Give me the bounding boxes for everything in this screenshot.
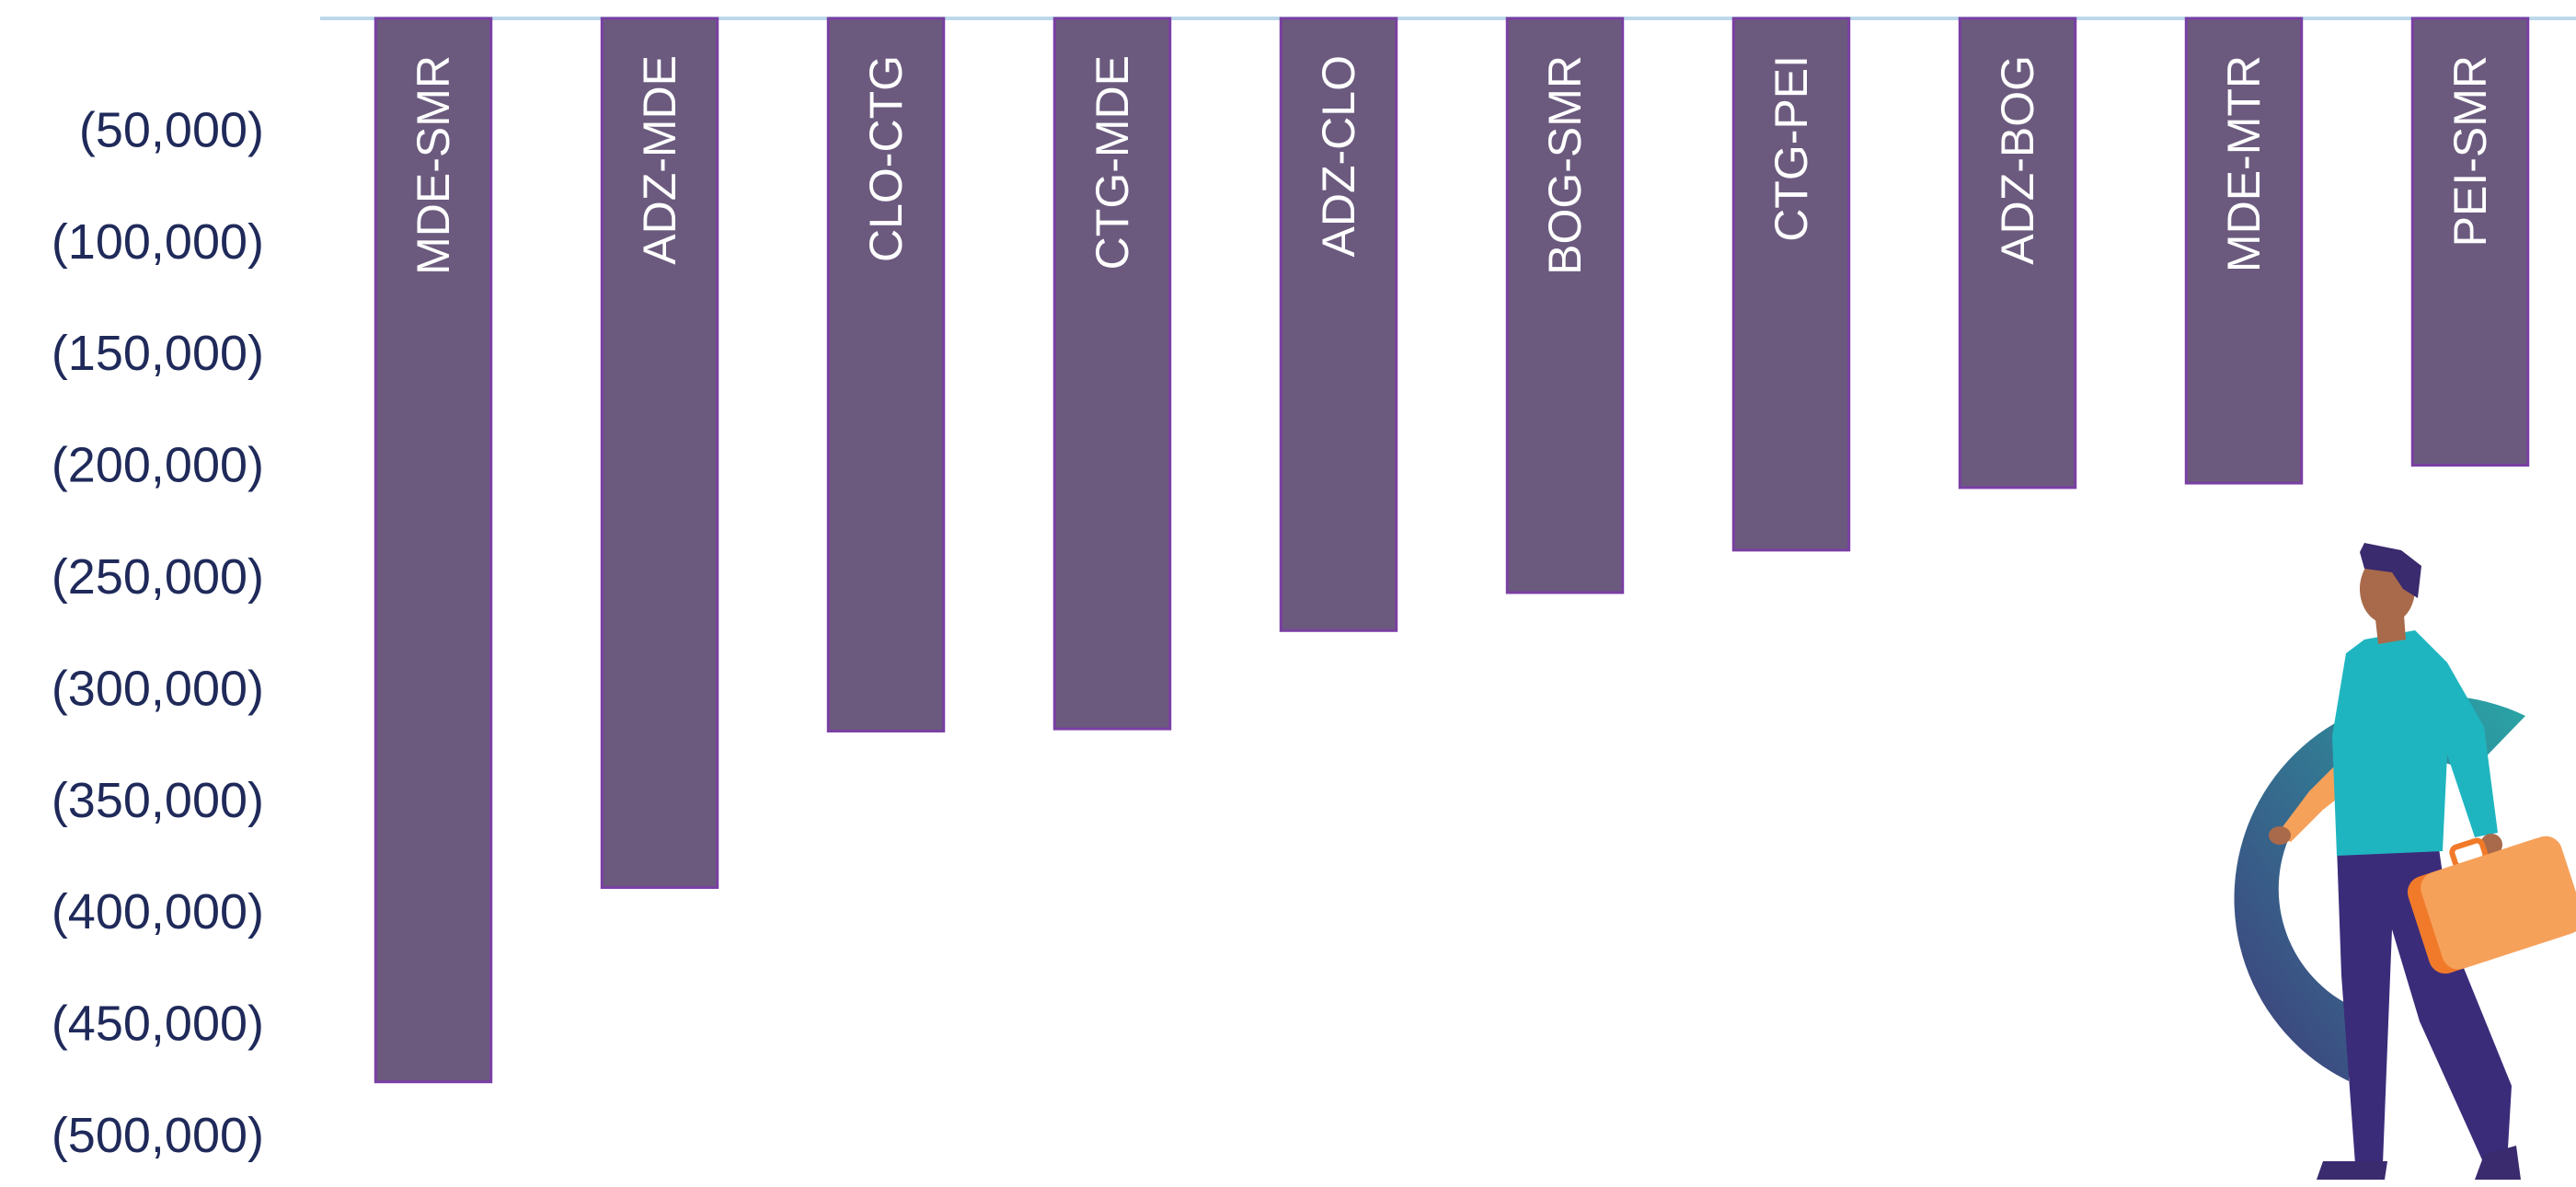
category-label: CLO-CTG: [860, 55, 912, 262]
category-label: MDE-MTR: [2218, 55, 2270, 272]
y-tick-label: (250,000): [52, 549, 264, 605]
bar-adz-mde: [600, 17, 719, 889]
traveler-illustration: [2234, 543, 2576, 1180]
y-tick-label: (50,000): [79, 102, 264, 157]
y-tick-label: (500,000): [52, 1108, 264, 1163]
figure-shoe-right: [2475, 1146, 2521, 1180]
y-tick-label: (350,000): [52, 773, 264, 828]
bar-pei-smr: [2410, 17, 2530, 467]
y-tick-label: (200,000): [52, 438, 264, 493]
category-label: MDE-SMR: [408, 55, 459, 275]
bar-clo-ctg: [826, 17, 946, 733]
bar-ctg-pei: [1731, 17, 1851, 552]
figure-back-hand: [2269, 826, 2291, 845]
figure-hair: [2360, 543, 2421, 598]
bar-adz-clo: [1279, 17, 1398, 632]
bar-bog-smr: [1505, 17, 1625, 594]
category-label: CTG-PEI: [1765, 55, 1817, 242]
y-tick-label: (300,000): [52, 661, 264, 716]
bar-ctg-mde: [1052, 17, 1172, 731]
y-tick-label: (100,000): [52, 214, 264, 270]
category-label: ADZ-CLO: [1313, 55, 1364, 257]
figure-shoe-left: [2317, 1161, 2387, 1180]
y-tick-label: (450,000): [52, 997, 264, 1052]
suitcase: [2407, 836, 2576, 974]
ring-shape: [2234, 696, 2525, 1081]
figure-pants: [2337, 842, 2512, 1164]
y-tick-label: (150,000): [52, 326, 264, 381]
category-label: ADZ-MDE: [634, 55, 685, 265]
figure-shirt: [2332, 630, 2498, 856]
y-tick-label: (400,000): [52, 884, 264, 939]
category-label: BOG-SMR: [1539, 55, 1591, 275]
category-label: PEI-SMR: [2444, 55, 2496, 247]
bar-adz-bog: [1958, 17, 2077, 490]
category-label: CTG-MDE: [1087, 55, 1138, 270]
bar-mde-mtr: [2184, 17, 2304, 485]
category-label: ADZ-BOG: [1992, 55, 2043, 265]
bar-mde-smr: [374, 17, 493, 1084]
